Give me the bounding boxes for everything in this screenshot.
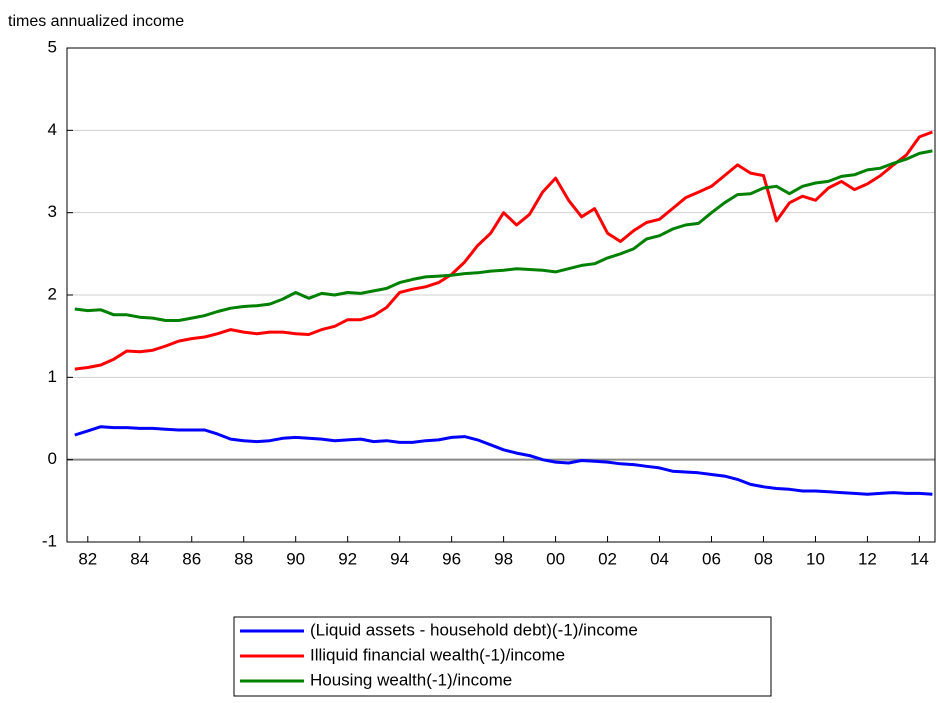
y-tick-label: 2 (48, 284, 57, 303)
x-tick-label: 00 (546, 549, 565, 568)
x-tick-label: 04 (650, 549, 669, 568)
x-tick-label: 96 (442, 549, 461, 568)
y-tick-label: 1 (48, 367, 57, 386)
x-tick-label: 06 (702, 549, 721, 568)
y-tick-label: 5 (48, 37, 57, 56)
y-tick-label: 4 (48, 120, 57, 139)
axis-title: times annualized income (8, 13, 184, 30)
x-tick-label: 86 (182, 549, 201, 568)
x-tick-label: 14 (910, 549, 929, 568)
y-tick-label: 0 (48, 449, 57, 468)
x-tick-label: 84 (130, 549, 149, 568)
x-tick-label: 92 (338, 549, 357, 568)
x-tick-label: 08 (754, 549, 773, 568)
y-tick-label: 3 (48, 202, 57, 221)
x-tick-label: 82 (78, 549, 97, 568)
x-tick-label: 98 (494, 549, 513, 568)
x-tick-label: 88 (234, 549, 253, 568)
series-line (74, 425, 933, 496)
x-tick-label: 10 (806, 549, 825, 568)
legend-label: Illiquid financial wealth(-1)/income (310, 645, 565, 664)
legend-label: Housing wealth(-1)/income (310, 670, 512, 689)
x-tick-label: 90 (286, 549, 305, 568)
legend-label: (Liquid assets - household debt)(-1)/inc… (310, 620, 638, 639)
x-tick-label: 94 (390, 549, 409, 568)
legend-box (233, 616, 772, 697)
plot-frame (66, 47, 936, 543)
y-tick-label: -1 (42, 531, 57, 550)
x-tick-label: 02 (598, 549, 617, 568)
series-line (74, 130, 933, 371)
series-line (74, 149, 933, 322)
x-tick-label: 12 (858, 549, 877, 568)
